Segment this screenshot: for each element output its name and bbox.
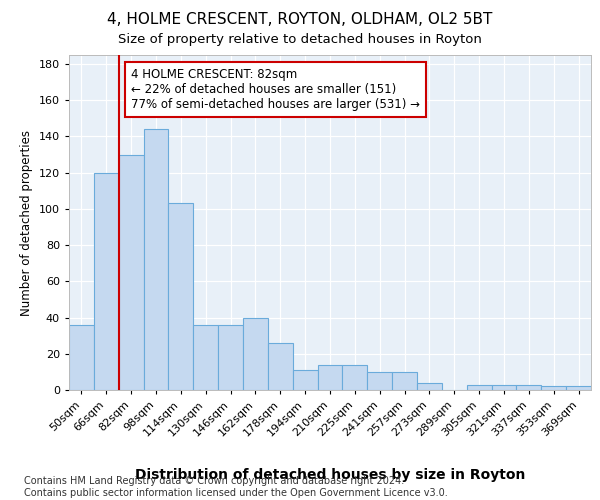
Text: Contains HM Land Registry data © Crown copyright and database right 2024.
Contai: Contains HM Land Registry data © Crown c… [24,476,448,498]
Bar [343,364,367,390]
Bar [392,372,417,390]
Bar [566,386,591,390]
Bar [94,172,119,390]
Bar [193,325,218,390]
Bar [143,129,169,390]
Bar [367,372,392,390]
Text: Size of property relative to detached houses in Royton: Size of property relative to detached ho… [118,32,482,46]
Bar [491,384,517,390]
Bar [317,364,343,390]
Bar [293,370,317,390]
Text: Distribution of detached houses by size in Royton: Distribution of detached houses by size … [135,468,525,482]
Bar [541,386,566,390]
Bar [517,384,541,390]
Bar [169,204,193,390]
Text: 4 HOLME CRESCENT: 82sqm
← 22% of detached houses are smaller (151)
77% of semi-d: 4 HOLME CRESCENT: 82sqm ← 22% of detache… [131,68,420,110]
Bar [69,325,94,390]
Bar [268,343,293,390]
Y-axis label: Number of detached properties: Number of detached properties [20,130,33,316]
Bar [218,325,243,390]
Text: 4, HOLME CRESCENT, ROYTON, OLDHAM, OL2 5BT: 4, HOLME CRESCENT, ROYTON, OLDHAM, OL2 5… [107,12,493,28]
Bar [243,318,268,390]
Bar [467,384,491,390]
Bar [417,383,442,390]
Bar [119,154,143,390]
